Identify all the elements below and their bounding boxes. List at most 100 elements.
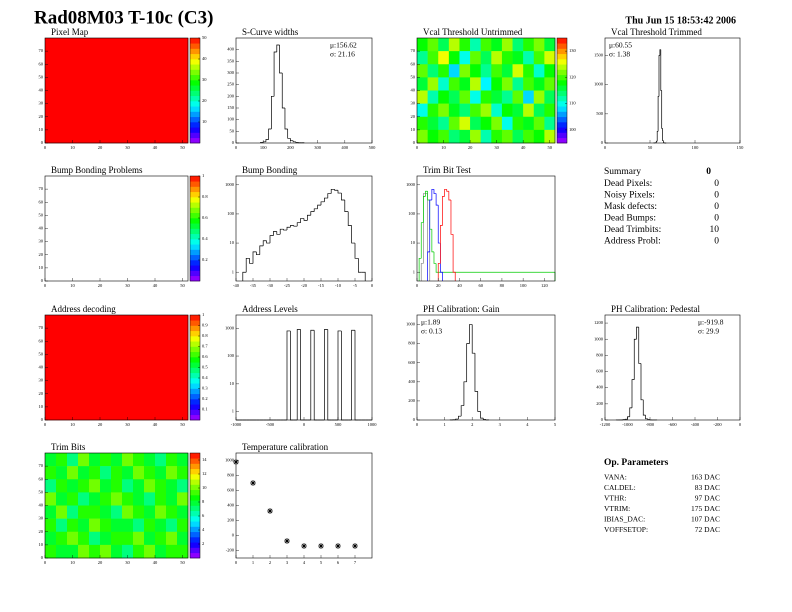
histogram-bin — [437, 205, 441, 244]
x-tick-label: -40 — [233, 283, 240, 288]
heatmap-cell — [470, 129, 481, 144]
y-tick-label: 0 — [601, 417, 604, 422]
histogram-bin — [341, 193, 345, 201]
panel-title: Vcal Threshold Untrimmed — [423, 27, 523, 37]
y-tick-label: 40 — [39, 365, 44, 370]
stats-text: μ:60.55 — [609, 41, 632, 50]
star-marker — [335, 543, 341, 549]
heatmap-cell — [45, 479, 57, 493]
colorbar-tick-label: 12 — [202, 471, 207, 476]
y-tick-label: 1000 — [406, 182, 416, 187]
colorbar-step — [190, 468, 200, 475]
histogram-bin — [296, 222, 301, 227]
colorbar-tick-label: 130 — [569, 48, 577, 53]
histogram-bin — [296, 329, 301, 420]
y-tick-label: 1000 — [225, 325, 235, 330]
heatmap-cell — [78, 531, 90, 546]
y-tick-label: 0 — [41, 278, 44, 283]
heatmap-cell — [427, 38, 439, 52]
colorbar-step — [190, 116, 200, 123]
colorbar-step — [557, 64, 567, 70]
colorbar-step — [557, 122, 567, 128]
colorbar-step — [190, 132, 200, 139]
x-tick-label: 2 — [471, 422, 473, 427]
histogram-bin — [351, 329, 355, 420]
panel-title: S-Curve widths — [242, 27, 299, 37]
y-tick-label: 60 — [411, 61, 416, 66]
colorbar-step — [190, 249, 200, 256]
summary-value: 0 — [714, 214, 719, 224]
histogram-bin — [354, 243, 359, 259]
histogram-bin — [324, 197, 328, 202]
heatmap-cell — [427, 103, 439, 118]
x-tick-label: 60 — [478, 283, 483, 288]
y-tick-label: 20 — [39, 391, 44, 396]
histogram-bin — [433, 189, 437, 194]
heatmap-cell — [56, 453, 68, 467]
histogram-bin — [431, 188, 434, 201]
x-tick-label: -500 — [266, 422, 275, 427]
x-tick-label: 10 — [70, 422, 75, 427]
histogram-bin — [442, 196, 445, 226]
colorbar-step — [190, 526, 200, 533]
colorbar-step — [190, 404, 200, 410]
colorbar-tick-label: 20 — [202, 98, 207, 103]
x-tick-label: -800 — [646, 422, 655, 427]
op-name: VTRIM: — [604, 504, 630, 513]
y-tick-label: 50 — [230, 128, 235, 133]
x-tick-label: 0 — [416, 422, 419, 427]
colorbar-step — [190, 85, 200, 91]
histogram-bin — [420, 222, 424, 259]
x-tick-label: 40 — [153, 145, 158, 150]
heatmap-cell — [133, 466, 145, 480]
heatmap-cell — [133, 505, 145, 519]
x-tick-label: 50 — [547, 145, 552, 150]
heatmap-cell — [144, 518, 156, 533]
heatmap-cell — [155, 518, 167, 533]
heatmap-cell — [533, 116, 545, 131]
y-tick-label: 50 — [39, 351, 44, 356]
x-tick-label: -20 — [301, 283, 308, 288]
heatmap-cell — [470, 90, 481, 104]
panel-title: Temperature calibration — [242, 442, 329, 452]
histogram-bin — [477, 391, 481, 412]
colorbar-step — [557, 69, 567, 76]
histogram-bin — [276, 231, 281, 235]
heatmap-cell — [133, 453, 145, 467]
y-tick-label: -200 — [226, 548, 235, 553]
heatmap-cell — [501, 103, 513, 118]
y-tick-label: 600 — [227, 488, 235, 493]
plot-frame — [235, 37, 373, 144]
heatmap-cell — [533, 129, 545, 144]
heatmap-cell — [512, 77, 524, 91]
histogram-bin — [310, 211, 315, 216]
histogram-bin — [471, 324, 475, 354]
histogram-bin — [273, 51, 277, 97]
colorbar-step — [190, 495, 200, 501]
colorbar-tick-label: 0.5 — [202, 365, 208, 370]
heatmap-cell — [459, 103, 471, 118]
heatmap-cell — [122, 492, 134, 506]
summary-value: 0 — [714, 179, 719, 189]
colorbar-tick-label: 14 — [202, 457, 207, 462]
heatmap-cell — [78, 479, 90, 493]
colorbar-frame — [189, 37, 201, 144]
y-tick-label: 100 — [227, 353, 235, 358]
panel-title: Bump Bonding — [242, 165, 298, 175]
colorbar-step — [190, 367, 200, 374]
colorbar-frame — [189, 452, 201, 559]
colorbar-step — [190, 48, 200, 55]
heatmap-cell — [459, 38, 471, 52]
y-tick-label: 400 — [408, 379, 416, 384]
histogram-bin — [460, 405, 464, 417]
heatmap-cell — [480, 129, 492, 144]
op-value: 72 DAC — [695, 525, 720, 534]
histogram-bin — [262, 240, 267, 246]
heatmap-cell — [78, 505, 90, 519]
y-tick-label: 40 — [39, 226, 44, 231]
histogram-bin — [279, 228, 284, 235]
heatmap-cell — [448, 103, 460, 118]
heatmap-cell — [459, 77, 471, 91]
histogram-bin — [431, 229, 434, 253]
histogram-bin — [642, 399, 646, 416]
